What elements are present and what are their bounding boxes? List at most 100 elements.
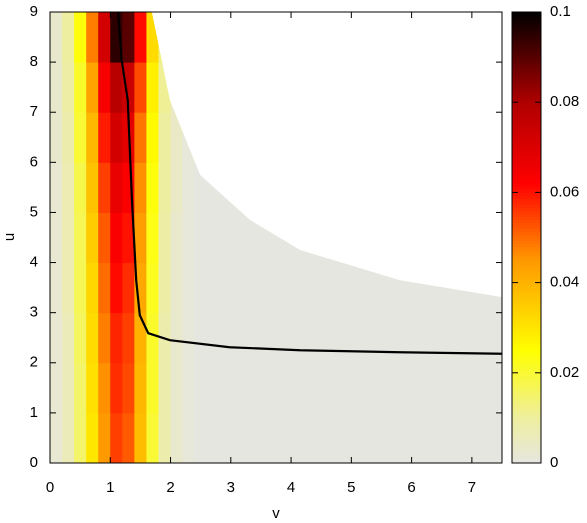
x-tick-label: 5 xyxy=(347,479,355,496)
colorbar-swatch xyxy=(512,135,541,139)
colorbar-swatch xyxy=(512,63,541,67)
colorbar-swatch xyxy=(512,69,541,73)
heatmap-cell xyxy=(98,162,111,213)
heatmap-cell xyxy=(134,212,147,264)
heatmap-cell xyxy=(50,362,63,414)
colorbar-swatch xyxy=(512,30,541,34)
y-tick-label: 8 xyxy=(30,53,38,70)
heatmap-cell xyxy=(170,412,184,463)
heatmap-cell xyxy=(158,412,172,463)
colorbar-swatch xyxy=(512,384,541,389)
colorbar-swatch xyxy=(512,42,541,46)
heatmap-cell xyxy=(110,412,123,463)
colorbar-swatch xyxy=(512,216,541,220)
heatmap-cell xyxy=(122,362,135,414)
heatmap-cell xyxy=(74,212,87,264)
y-tick-label: 9 xyxy=(30,3,38,20)
colorbar-swatch xyxy=(512,231,541,235)
heatmap-cell xyxy=(62,112,75,163)
colorbar-swatch xyxy=(512,27,541,31)
colorbar-swatch xyxy=(512,390,541,395)
colorbar-swatch xyxy=(512,405,541,410)
colorbar-swatch xyxy=(512,96,541,100)
heatmap-cell xyxy=(50,412,63,463)
heatmap-cell xyxy=(110,62,123,113)
heatmap-cell xyxy=(86,312,99,364)
heatmap-cell xyxy=(122,412,135,463)
colorbar-swatch xyxy=(512,198,541,202)
heatmap-cell xyxy=(122,312,135,364)
colorbar-swatch xyxy=(512,156,541,160)
x-axis-label: v xyxy=(272,505,280,522)
x-tick-label: 3 xyxy=(227,479,235,496)
colorbar-swatch xyxy=(512,345,541,350)
heatmap-cell xyxy=(146,362,159,414)
colorbar-swatch xyxy=(512,303,541,308)
colorbar-swatch xyxy=(512,297,541,302)
heatmap-cell xyxy=(122,212,135,264)
colorbar-swatch xyxy=(512,264,541,269)
colorbar-swatch xyxy=(512,90,541,94)
heatmap-cell xyxy=(122,62,135,113)
colorbar-swatch xyxy=(512,267,541,272)
colorbar-swatch xyxy=(512,66,541,70)
colorbar-tick-label: 0.08 xyxy=(550,93,579,110)
heatmap-cell xyxy=(158,212,172,264)
colorbar-swatch xyxy=(512,318,541,323)
heatmap-cell xyxy=(110,162,123,213)
colorbar-swatch xyxy=(512,363,541,368)
heatmap-cell xyxy=(74,362,87,414)
colorbar-swatch xyxy=(512,132,541,136)
colorbar-swatch xyxy=(512,342,541,347)
colorbar-swatch xyxy=(512,309,541,314)
colorbar-swatch xyxy=(512,426,541,431)
colorbar-swatch xyxy=(512,411,541,416)
heatmap-cell xyxy=(182,412,196,463)
colorbar-swatch xyxy=(512,57,541,61)
colorbar-swatch xyxy=(512,51,541,55)
colorbar-swatch xyxy=(512,213,541,217)
heatmap-cell xyxy=(170,162,184,213)
colorbar-swatch xyxy=(512,315,541,320)
plot-frame xyxy=(49,11,503,464)
heatmap-cell xyxy=(74,62,87,113)
colorbar-swatch xyxy=(512,429,541,434)
x-tick-label: 1 xyxy=(106,479,114,496)
colorbar-swatch xyxy=(512,207,541,211)
heatmap-cell xyxy=(86,62,99,113)
colorbar-swatch xyxy=(512,408,541,413)
colorbar-swatch xyxy=(512,81,541,85)
colorbar-swatch xyxy=(512,447,541,452)
heatmap-cell xyxy=(182,162,196,213)
heatmap-cell xyxy=(158,112,172,163)
colorbar-swatch xyxy=(512,435,541,440)
heatmap-cell xyxy=(98,412,111,463)
colorbar-swatch xyxy=(512,114,541,118)
colorbar-swatch xyxy=(512,453,541,458)
heatmap-cell xyxy=(74,12,87,63)
heatmap-cell xyxy=(62,362,75,414)
colorbar-swatch xyxy=(512,327,541,332)
heatmap-cell xyxy=(146,112,159,163)
colorbar-swatch xyxy=(512,99,541,103)
colorbar-swatch xyxy=(512,84,541,88)
heatmap-cell xyxy=(62,62,75,113)
colorbar-swatch xyxy=(512,150,541,154)
colorbar-swatch xyxy=(512,330,541,335)
colorbar-swatch xyxy=(512,354,541,359)
y-tick-label: 5 xyxy=(30,203,38,220)
colorbar-tick-label: 0.02 xyxy=(550,364,579,381)
heatmap-cell xyxy=(146,162,159,213)
colorbar-swatch xyxy=(512,177,541,181)
colorbar-swatch xyxy=(512,183,541,187)
colorbar-swatch xyxy=(512,108,541,112)
heatmap-cell xyxy=(146,62,159,113)
colorbar-swatch xyxy=(512,222,541,226)
heatmap-cell xyxy=(74,262,87,314)
colorbar-swatch xyxy=(512,126,541,130)
heatmap-cell xyxy=(62,412,75,463)
colorbar-swatch xyxy=(512,36,541,40)
colorbar-swatch xyxy=(512,387,541,392)
colorbar-swatch xyxy=(512,171,541,175)
colorbar-swatch xyxy=(512,300,541,305)
